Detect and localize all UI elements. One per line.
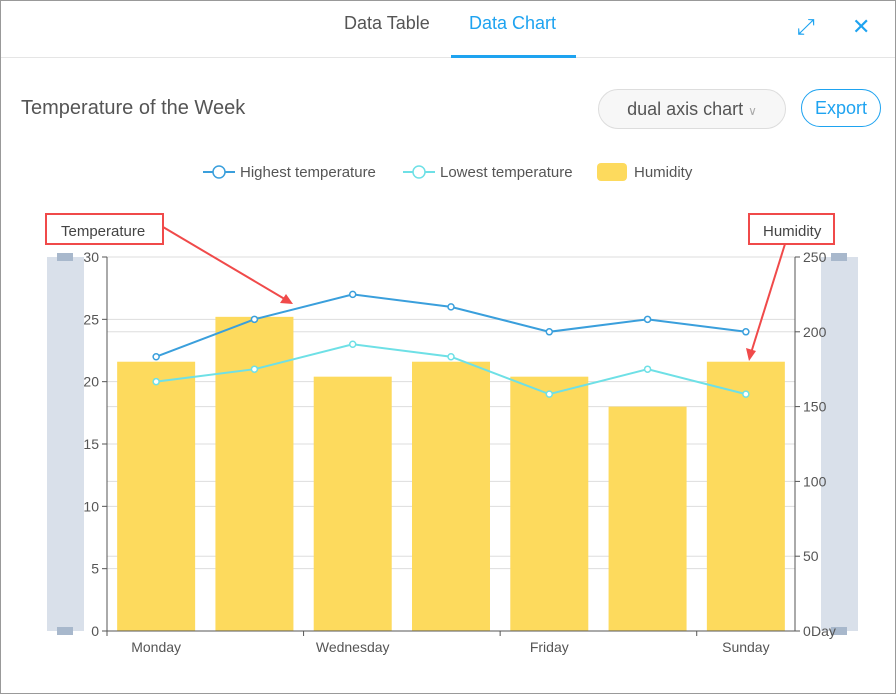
export-button[interactable]: Export — [801, 89, 881, 127]
y-left-tick-label: 20 — [83, 374, 99, 390]
x-tick-label: Monday — [131, 639, 181, 655]
tab-data-chart[interactable]: Data Chart — [469, 13, 557, 33]
legend-label: Highest temperature — [240, 164, 376, 181]
data-point — [545, 328, 554, 336]
chart-type-value: dual axis chart — [627, 99, 744, 119]
y-right-tick-label: 0 — [803, 623, 811, 639]
y-right-tick-label: 150 — [803, 399, 827, 415]
tab-bar: Data Table Data Chart ⤢ ✕ — [1, 1, 895, 58]
y-left-tick-label: 15 — [83, 436, 99, 452]
data-point — [152, 377, 160, 386]
humidity-bar — [313, 376, 392, 631]
close-icon[interactable]: ✕ — [852, 14, 871, 39]
chevron-down-icon: ∨ — [748, 104, 757, 118]
left-zoom-slider — [47, 257, 84, 631]
data-point — [643, 315, 652, 324]
y-left-tick-label: 25 — [83, 311, 99, 327]
data-point — [250, 365, 259, 373]
humidity-bar — [215, 316, 294, 631]
data-point — [348, 340, 357, 349]
data-point — [447, 303, 455, 311]
humidity-bar — [608, 406, 687, 631]
data-point — [742, 328, 750, 336]
y-left-tick-label: 0 — [91, 623, 99, 639]
x-tick-label: Friday — [530, 639, 569, 655]
active-tab-indicator — [451, 55, 576, 58]
data-point — [447, 352, 455, 361]
slider-handle — [57, 627, 73, 635]
data-point — [152, 352, 160, 361]
x-tick-label: Wednesday — [316, 639, 390, 655]
annotation-box-right — [748, 213, 835, 245]
arrow-head-icon — [280, 294, 293, 304]
annotation-box-left — [45, 213, 164, 245]
y-left-tick-label: 10 — [83, 498, 99, 514]
slider-handle — [831, 253, 847, 261]
slider-handle — [57, 253, 73, 261]
humidity-bar — [117, 361, 196, 631]
expand-icon[interactable]: ⤢ — [797, 14, 815, 39]
y-left-axis-name: Temperature — [61, 223, 145, 240]
data-point — [250, 315, 259, 324]
legend-circle-icon — [212, 165, 226, 179]
data-point — [643, 365, 652, 373]
chart-type-select[interactable]: dual axis chart ∨ — [598, 89, 786, 129]
y-right-tick-label: 200 — [803, 324, 827, 340]
slider-handle — [831, 627, 847, 635]
legend-circle-icon — [412, 165, 426, 179]
arrow-head-icon — [746, 348, 756, 361]
legend-bar-icon — [597, 163, 627, 181]
annotation-arrow — [750, 243, 786, 354]
humidity-bar — [510, 376, 589, 631]
y-left-tick-label: 30 — [83, 249, 99, 265]
right-zoom-slider — [821, 257, 858, 631]
y-right-axis-name: Humidity — [763, 223, 822, 240]
tab-data-table[interactable]: Data Table — [344, 13, 430, 33]
data-point — [742, 390, 750, 398]
x-tick-label: Sunday — [722, 639, 769, 655]
chart-title: Temperature of the Week — [21, 97, 246, 119]
legend-label: Humidity — [634, 164, 693, 181]
data-point — [348, 290, 357, 299]
x-axis-name: Day — [811, 623, 836, 639]
humidity-bar — [412, 361, 490, 631]
legend-label: Lowest temperature — [440, 164, 573, 181]
annotation-arrow — [162, 226, 289, 302]
y-right-tick-label: 50 — [803, 548, 819, 564]
y-left-tick-label: 5 — [91, 561, 99, 577]
y-right-tick-label: 100 — [803, 473, 827, 489]
data-point — [545, 390, 554, 398]
humidity-bar — [706, 361, 785, 631]
y-right-tick-label: 250 — [803, 249, 827, 265]
